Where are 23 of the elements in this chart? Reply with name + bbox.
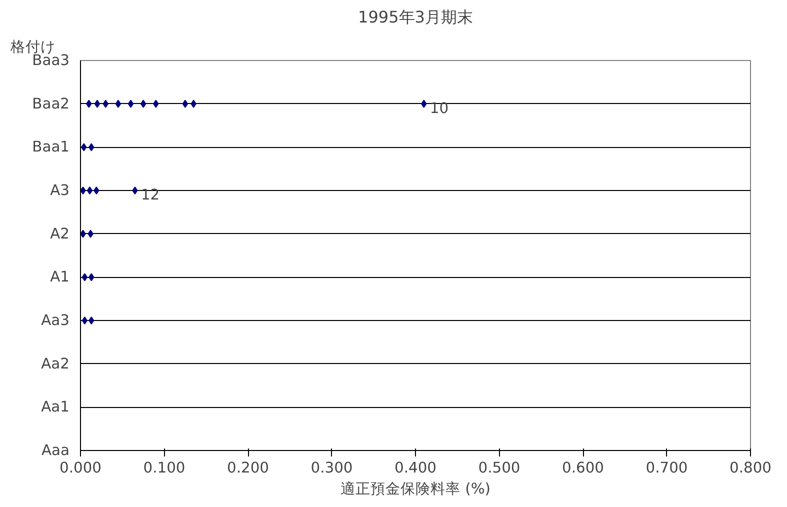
x-tick-label: 0.800 bbox=[730, 460, 772, 476]
x-tick-label: 0.000 bbox=[60, 460, 102, 476]
annotation: 10 bbox=[430, 100, 449, 117]
x-tick-label: 0.200 bbox=[227, 460, 269, 476]
y-tick-label: Aa3 bbox=[41, 312, 70, 329]
y-tick-label: Aaa bbox=[42, 442, 70, 459]
y-tick-label: A3 bbox=[50, 182, 70, 199]
y-tick-label: Baa1 bbox=[32, 138, 70, 156]
x-tick-label: 0.400 bbox=[394, 460, 436, 476]
x-tick-label: 0.100 bbox=[143, 460, 186, 476]
y-tick-label: A1 bbox=[50, 268, 70, 286]
y-tick-label: Aa1 bbox=[41, 398, 70, 416]
x-tick-label: 0.700 bbox=[646, 460, 688, 476]
annotation: 12 bbox=[140, 186, 160, 204]
chart-title: 1995年3月期末 bbox=[358, 8, 473, 26]
y-tick-label: Aa2 bbox=[41, 355, 70, 372]
x-axis-title: 適正預金保険料率 (%) bbox=[340, 480, 491, 498]
y-tick-label: A2 bbox=[50, 225, 70, 242]
x-tick-label: 0.600 bbox=[562, 460, 604, 476]
y-axis-title: 格付け bbox=[10, 38, 56, 56]
x-tick-label: 0.300 bbox=[310, 460, 353, 476]
y-tick-label: Baa2 bbox=[32, 95, 70, 112]
x-tick-label: 0.500 bbox=[478, 460, 520, 476]
